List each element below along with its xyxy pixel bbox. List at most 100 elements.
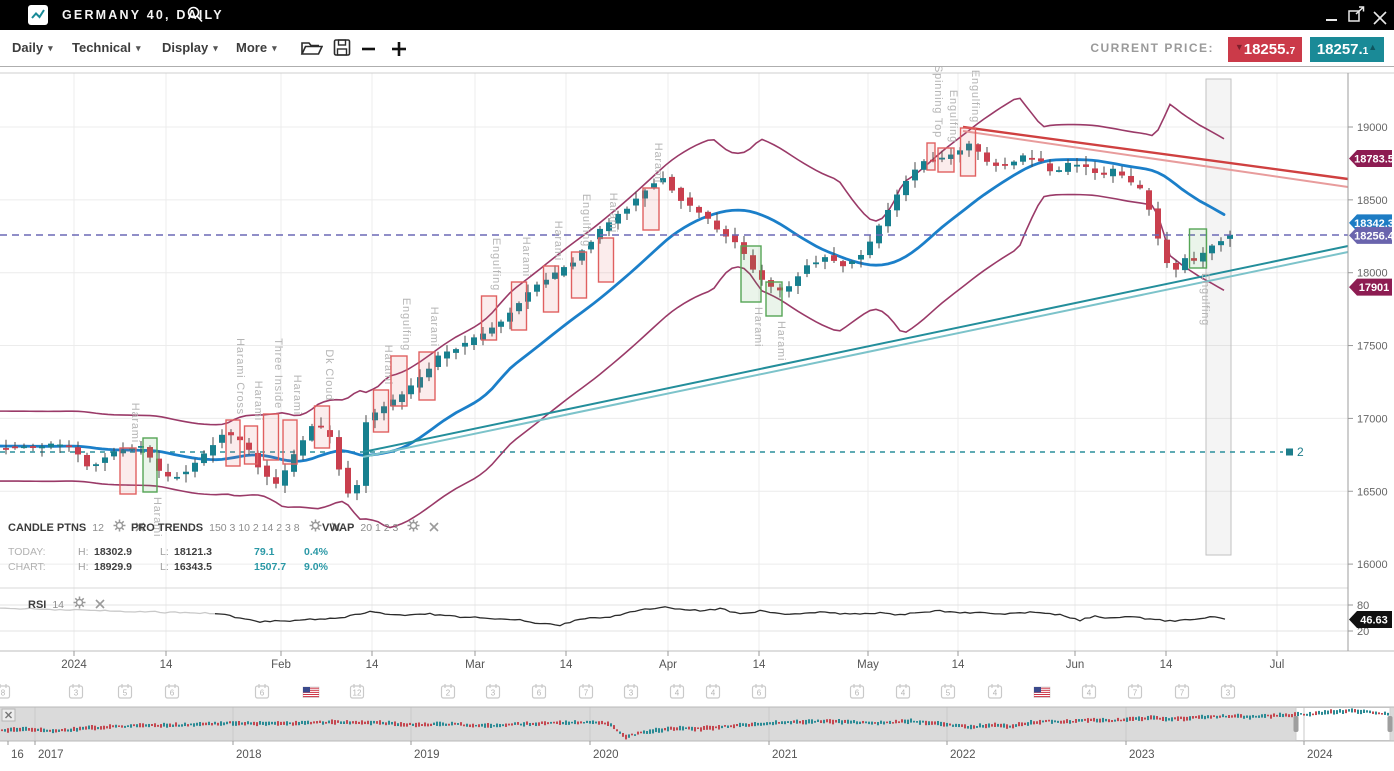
pattern-box-engulfing: [1188, 228, 1208, 269]
popout-window-icon[interactable]: [1346, 4, 1366, 26]
save-icon[interactable]: [332, 37, 352, 59]
svg-text:2023: 2023: [1129, 749, 1155, 761]
calendar-event-icon[interactable]: 4: [669, 684, 685, 699]
today-stats-row: TODAY: H: 18302.9 L: 18121.3 79.1 0.4%: [8, 546, 328, 558]
svg-text:Apr: Apr: [659, 659, 677, 671]
calendar-event-icon[interactable]: 5: [117, 684, 133, 699]
zoom-out-icon[interactable]: [360, 37, 378, 59]
buy-price-button[interactable]: 18257.1▲: [1310, 37, 1384, 62]
navigator-close-button[interactable]: [1, 708, 16, 722]
minimize-icon[interactable]: [1322, 4, 1342, 26]
svg-text:6: 6: [757, 689, 762, 698]
time-axis: 2024 14 Feb 14 Mar 14 Apr 14 May 14 Jun 14 Jul: [61, 651, 1284, 671]
sell-price-button[interactable]: ▼18255.7: [1228, 37, 1302, 62]
calendar-event-icon[interactable]: 6: [531, 684, 547, 699]
calendar-event-icon[interactable]: 3: [623, 684, 639, 699]
svg-text:7: 7: [1180, 689, 1185, 698]
svg-text:2024: 2024: [61, 659, 87, 671]
calendar-event-icon[interactable]: 4: [705, 684, 721, 699]
calendar-event-icon[interactable]: 5: [940, 684, 956, 699]
svg-text:16500: 16500: [1357, 486, 1388, 498]
svg-text:2021: 2021: [772, 749, 798, 761]
svg-text:Harami Cross: Harami Cross: [234, 338, 246, 415]
calendar-event-icon[interactable]: 3: [1220, 684, 1236, 699]
timeframe-menu[interactable]: Daily ▾: [12, 40, 53, 55]
us-flag-event-icon[interactable]: [302, 686, 320, 698]
bollinger-lower: [0, 193, 1225, 529]
more-menu[interactable]: More ▾: [236, 40, 277, 55]
technical-menu[interactable]: Technical ▾: [72, 40, 141, 55]
display-menu[interactable]: Display ▾: [162, 40, 218, 55]
open-folder-icon[interactable]: [299, 37, 323, 59]
gear-icon[interactable]: [73, 596, 86, 609]
svg-text:Harami: Harami: [428, 307, 440, 347]
pattern-box-harami: [597, 237, 615, 283]
svg-text:Harami: Harami: [252, 381, 264, 421]
gear-icon[interactable]: [407, 519, 420, 532]
svg-text:Harami: Harami: [752, 307, 764, 347]
svg-text:Harami: Harami: [291, 375, 303, 415]
calendar-event-icon[interactable]: 7: [1127, 684, 1143, 699]
zoom-in-icon[interactable]: [390, 37, 408, 59]
close-icon[interactable]: [331, 522, 341, 532]
calendar-event-icon[interactable]: 6: [164, 684, 180, 699]
close-window-icon[interactable]: [1370, 4, 1390, 26]
calendar-event-icon[interactable]: 7: [578, 684, 594, 699]
svg-text:Harami: Harami: [552, 221, 564, 261]
close-icon[interactable]: [95, 599, 105, 609]
calendar-event-icon[interactable]: 3: [485, 684, 501, 699]
calendar-event-icon[interactable]: 6: [254, 684, 270, 699]
close-icon[interactable]: [135, 522, 145, 532]
svg-text:7: 7: [1133, 689, 1138, 698]
event-markers[interactable]: 8 3 5 6 6 12 2 3 6 7 3 4 4 6 6 4 5 4 4 7 7 3: [0, 684, 1236, 699]
gear-icon[interactable]: [113, 519, 126, 532]
app-logo-icon: [28, 5, 48, 25]
pattern-box-three-inside: [262, 413, 280, 461]
calendar-event-icon[interactable]: 6: [849, 684, 865, 699]
pattern-box-engulfing: [390, 355, 408, 407]
range-navigator[interactable]: [0, 706, 1394, 742]
navigator-handle-left[interactable]: [1293, 716, 1299, 732]
calendar-event-icon[interactable]: 4: [987, 684, 1003, 699]
navigator-year-axis: 16 2017 2018 2019 2020 2021 2022 2023 2024: [7, 741, 1333, 761]
svg-text:4: 4: [1087, 689, 1092, 698]
gear-icon[interactable]: [309, 519, 322, 532]
close-icon[interactable]: [429, 522, 439, 532]
calendar-event-icon[interactable]: 4: [895, 684, 911, 699]
svg-text:2: 2: [446, 689, 451, 698]
svg-text:Engulfing: Engulfing: [947, 90, 959, 143]
svg-text:17500: 17500: [1357, 341, 1388, 353]
calendar-event-icon[interactable]: 4: [1081, 684, 1097, 699]
indicator-row: VWAP 20 1 2 3: [322, 518, 439, 536]
rsi-value-badge: 46.63: [1349, 611, 1392, 628]
pattern-box-harami: [119, 447, 137, 495]
svg-text:4: 4: [993, 689, 998, 698]
candle-pattern-annotations: Harami Harami Harami Cross Harami Three Insi…: [119, 65, 1211, 537]
instrument-title: GERMANY 40, DAILY: [62, 8, 224, 22]
pattern-box-harami: [740, 245, 762, 303]
svg-text:46.63: 46.63: [1360, 615, 1388, 627]
rsi-panel: 80 20: [0, 600, 1369, 638]
calendar-event-icon[interactable]: 12: [349, 684, 365, 699]
pattern-box-harami: [765, 281, 783, 317]
svg-text:Engulfing: Engulfing: [580, 194, 592, 247]
pattern-box-harami: [142, 437, 158, 493]
calendar-event-icon[interactable]: 2: [440, 684, 456, 699]
bollinger-upper: [0, 97, 1225, 426]
calendar-event-icon[interactable]: 8: [0, 684, 11, 699]
svg-text:2024: 2024: [1307, 749, 1333, 761]
us-flag-event-icon[interactable]: [1033, 686, 1051, 698]
svg-text:17901: 17901: [1359, 282, 1390, 294]
svg-text:7: 7: [584, 689, 589, 698]
svg-text:6: 6: [170, 689, 175, 698]
svg-text:12: 12: [353, 689, 362, 698]
search-icon[interactable]: [186, 5, 204, 25]
navigator-handle-right[interactable]: [1387, 716, 1393, 732]
calendar-event-icon[interactable]: 7: [1174, 684, 1190, 699]
svg-text:Dk Cloud: Dk Cloud: [323, 349, 335, 401]
svg-text:18256.4: 18256.4: [1354, 230, 1394, 242]
svg-text:2: 2: [1297, 445, 1304, 459]
calendar-event-icon[interactable]: 3: [68, 684, 84, 699]
calendar-event-icon[interactable]: 6: [751, 684, 767, 699]
svg-text:2017: 2017: [38, 749, 64, 761]
